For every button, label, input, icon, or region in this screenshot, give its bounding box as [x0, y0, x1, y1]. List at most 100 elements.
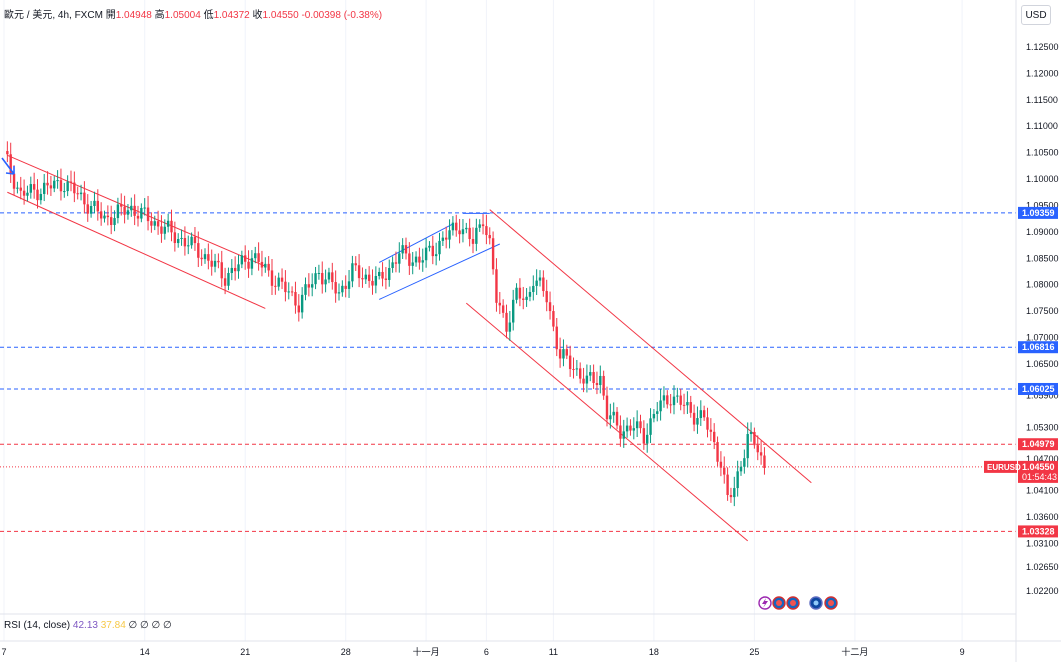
candle-body: [542, 277, 545, 292]
candle-body: [485, 226, 488, 236]
us-flag-icon[interactable]: [772, 596, 786, 610]
candle-body: [692, 412, 696, 425]
candle-body: [304, 284, 307, 295]
candle-body: [401, 245, 404, 254]
candle-body: [411, 262, 414, 266]
candle-body: [43, 182, 46, 194]
candle-body: [180, 237, 183, 239]
candle-body: [612, 411, 615, 416]
candle-body: [197, 243, 200, 258]
eu-flag-icon[interactable]: [809, 596, 823, 610]
trend-line[interactable]: [7, 154, 266, 267]
candle-body: [642, 428, 646, 444]
time-tick-label: 28: [341, 647, 351, 657]
candle-body: [357, 265, 361, 279]
candle-body: [140, 207, 143, 219]
price-tick-label: 1.11000: [1026, 121, 1058, 131]
candle-body: [113, 218, 116, 225]
candle-body: [398, 253, 401, 264]
candle-body: [237, 264, 240, 272]
candle-body: [103, 215, 106, 219]
close-value: 1.04550: [262, 10, 299, 21]
candle-body: [247, 261, 250, 269]
candle-body: [421, 260, 424, 263]
candle-body: [96, 200, 99, 212]
us-flag-icon[interactable]: [824, 596, 838, 610]
us-flag-icon[interactable]: [786, 596, 800, 610]
candle-body: [264, 263, 267, 268]
symbol-label[interactable]: 歐元 / 美元, 4h, FXCM: [4, 10, 103, 21]
candle-body: [736, 471, 739, 489]
trend-line[interactable]: [378, 243, 501, 300]
candle-body: [629, 425, 632, 431]
price-axis-tag: [1018, 341, 1058, 354]
candle-body: [166, 220, 170, 227]
candle-body: [354, 263, 357, 266]
candle-body: [716, 442, 719, 462]
candle-body: [558, 349, 562, 359]
candle-body: [515, 287, 518, 300]
trend-line[interactable]: [7, 191, 266, 309]
currency-button[interactable]: USD: [1021, 5, 1051, 25]
candle-body: [498, 302, 501, 306]
candle-body: [49, 185, 53, 189]
candle-body: [585, 375, 589, 384]
candle-body: [99, 211, 103, 219]
symbol-tag-text: EURUSD: [987, 463, 1021, 472]
price-tick-label: 1.10500: [1026, 148, 1059, 158]
candle-body: [89, 205, 93, 214]
candle-body: [729, 495, 733, 498]
candle-body: [625, 425, 629, 432]
symbol-legend[interactable]: 歐元 / 美元, 4h, FXCM 開1.04948 高1.05004 低1.0…: [4, 6, 382, 21]
candle-body: [652, 413, 656, 419]
candle-body: [676, 395, 679, 397]
time-axis-ticks[interactable]: 7 14 21 28 十一月 6 11 18 25 十二月 9: [1, 646, 964, 657]
candle-body: [552, 311, 555, 327]
candle-body: [672, 396, 676, 406]
candle-body: [649, 418, 652, 435]
time-tick-label: 11: [549, 647, 558, 657]
candle-body: [709, 429, 713, 432]
price-tick-label: 1.07000: [1026, 332, 1059, 342]
candle-body: [706, 417, 709, 430]
price-tick-label: 1.12500: [1026, 42, 1059, 52]
rsi-placeholder: ∅: [128, 620, 138, 631]
candle-body: [110, 217, 113, 225]
candle-body: [130, 205, 133, 211]
low-label: 低: [203, 10, 214, 21]
price-axis-value: 1.04550: [1022, 462, 1055, 472]
candle-body: [582, 378, 585, 384]
candle-body: [364, 274, 367, 280]
price-axis-ticks[interactable]: 1.12500 1.12000 1.11500 1.11000 1.10500 1.100…: [1026, 42, 1059, 596]
rsi-legend[interactable]: RSI (14, close) 42.13 37.84 ∅ ∅ ∅ ∅: [4, 620, 172, 631]
candle-body: [260, 261, 264, 268]
candle-body: [518, 287, 522, 299]
rsi-value: 42.13: [72, 620, 98, 631]
lightning-icon[interactable]: [758, 596, 772, 610]
candle-body: [367, 274, 371, 281]
price-axis-tag: [1018, 525, 1058, 538]
candle-body: [143, 207, 146, 209]
candle-body: [267, 263, 270, 271]
candle-body: [478, 224, 481, 228]
candle-body: [525, 296, 528, 300]
candle-body: [22, 190, 26, 196]
bar-countdown: 01:54:43: [1022, 472, 1057, 482]
candle-body: [371, 280, 374, 286]
event-icons[interactable]: [758, 596, 838, 610]
candle-body: [274, 285, 277, 287]
candle-body: [93, 200, 96, 206]
candle-body: [290, 291, 294, 293]
rsi-ma-value: 37.84: [100, 620, 126, 631]
candle-body: [240, 255, 244, 265]
candle-body: [475, 227, 478, 244]
trend-line[interactable]: [378, 223, 454, 263]
low-value: 1.04372: [213, 10, 250, 21]
candle-body: [187, 245, 190, 247]
candle-body: [719, 461, 723, 468]
candle-body: [388, 268, 391, 280]
candle-body: [756, 445, 759, 453]
candle-body: [408, 253, 411, 266]
rsi-label[interactable]: RSI (14, close): [4, 620, 71, 631]
